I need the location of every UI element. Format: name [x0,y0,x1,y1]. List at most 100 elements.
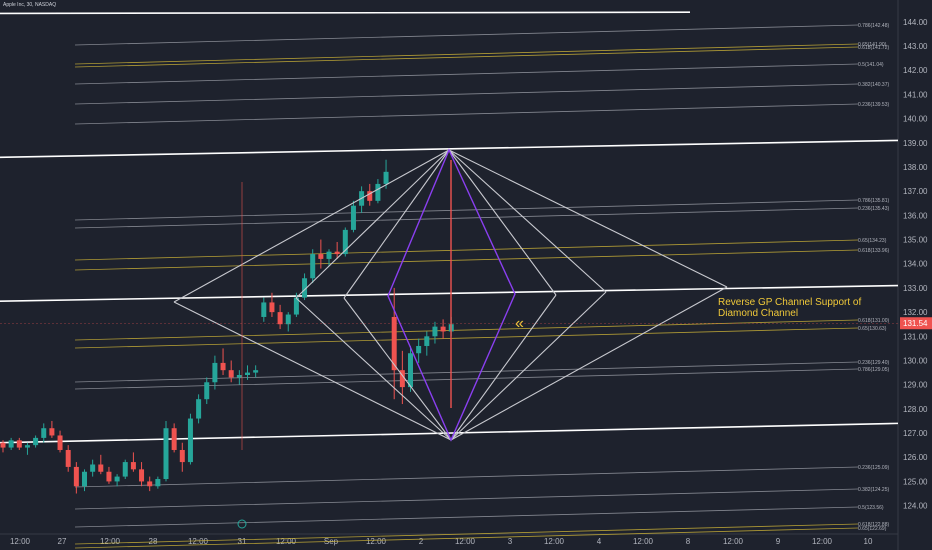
candle-body [57,435,63,450]
candle-body [130,462,136,470]
y-tick-label: 131.00 [903,332,928,341]
fib-level-label: 0.236(139.53) [858,102,889,108]
fib-level-line [74,207,859,229]
candle-body [432,326,438,337]
diamond-edge [295,149,450,299]
diamond-edge [448,149,607,293]
fib-level-line [74,24,859,46]
x-tick-label: 12:00 [455,537,476,546]
candle-body [171,428,177,450]
candle-body [147,481,153,487]
fib-level-label: 0.236(135.43) [858,206,889,212]
fib-level-line [74,527,859,549]
candle-body [424,336,430,346]
y-tick-label: 144.00 [903,18,928,27]
candle-body [245,372,250,376]
fib-level-label: 0.618(131.00) [858,318,889,324]
candle-body [24,445,30,448]
y-tick-label: 137.00 [903,187,928,196]
fib-level-line [74,319,859,341]
diamond-edge [173,301,452,441]
candle-body [155,479,161,487]
y-tick-label: 138.00 [903,163,928,172]
channel-line [0,11,691,15]
diamond-edge [173,149,450,303]
x-tick-label: 2 [419,537,424,546]
diamond-edge [450,294,557,441]
candle-body [416,345,422,354]
candle-body [326,251,332,259]
fib-level-label: 0.65(141.90) [858,42,887,48]
candle-body [391,316,397,371]
fib-level-label: 0.236(125.09) [858,465,889,471]
fib-level-line [74,466,859,488]
x-tick-label: 4 [597,537,602,546]
y-tick-label: 134.00 [903,260,928,269]
x-tick-label: 12:00 [723,537,744,546]
current-price-badge [900,317,932,330]
x-tick-label: 12:00 [100,537,121,546]
y-tick-label: 128.00 [903,405,928,414]
x-tick-label: 31 [238,537,247,546]
candle-body [318,254,324,259]
fib-level-line [74,506,859,528]
fib-level-line [74,249,859,271]
chevron-marker: « [515,315,524,332]
fib-level-label: 0.382(124.25) [858,487,889,493]
fib-level-line [74,361,859,383]
candle-body [261,302,267,317]
event-marker[interactable] [237,519,247,529]
candle-body [220,362,226,371]
y-tick-label: 143.00 [903,42,928,51]
x-tick-label: 10 [864,537,873,546]
diamond-edge [450,291,607,441]
x-tick-label: 12:00 [633,537,654,546]
x-tick-label: 12:00 [276,537,297,546]
x-tick-label: 8 [686,537,691,546]
fib-level-line [74,43,859,65]
fib-level-label: 0.5(123.56) [858,505,884,511]
annotation-text: Reverse GP Channel Support of [718,297,861,308]
channel-line [0,284,899,303]
candle-body [212,362,218,383]
fib-level-label: 0.618(141.72) [858,45,889,51]
candle-body [65,449,71,467]
fib-level-line [74,488,859,510]
candle-body [139,469,145,482]
channel-line [0,422,899,444]
candle-body [179,449,185,463]
x-tick-label: 12:00 [366,537,387,546]
fib-level-line [74,83,859,105]
y-tick-label: 133.00 [903,284,928,293]
candle-body [204,382,210,400]
inner-diamond [387,148,516,442]
candle-body [16,440,22,448]
candle-body [253,370,259,373]
x-tick-label: 12:00 [188,537,209,546]
candle-body [293,297,299,315]
x-tick-label: 12:00 [544,537,565,546]
y-tick-label: 140.00 [903,115,928,124]
fib-level-label: 0.786(135.81) [858,198,889,204]
candle-body [98,464,104,472]
fib-level-label: 0.382(140.37) [858,82,889,88]
diamond-edge [448,149,728,288]
y-tick-label: 130.00 [903,356,928,365]
symbol-title: Apple Inc, 30, NASDAQ [3,2,57,8]
candle-body [440,326,446,332]
fib-level-label: 0.65(134.23) [858,238,887,244]
candle-body [73,466,79,487]
candle-body [8,440,14,448]
candle-body [82,471,87,487]
y-tick-label: 136.00 [903,211,928,220]
y-tick-label: 142.00 [903,66,928,75]
candle-body [228,370,234,378]
candle-body [114,476,120,482]
y-tick-label: 139.00 [903,139,928,148]
fib-level-label: 0.786(129.05) [858,367,889,373]
fib-level-label: 0.786(142.48) [858,23,889,29]
candle-body [310,254,316,279]
